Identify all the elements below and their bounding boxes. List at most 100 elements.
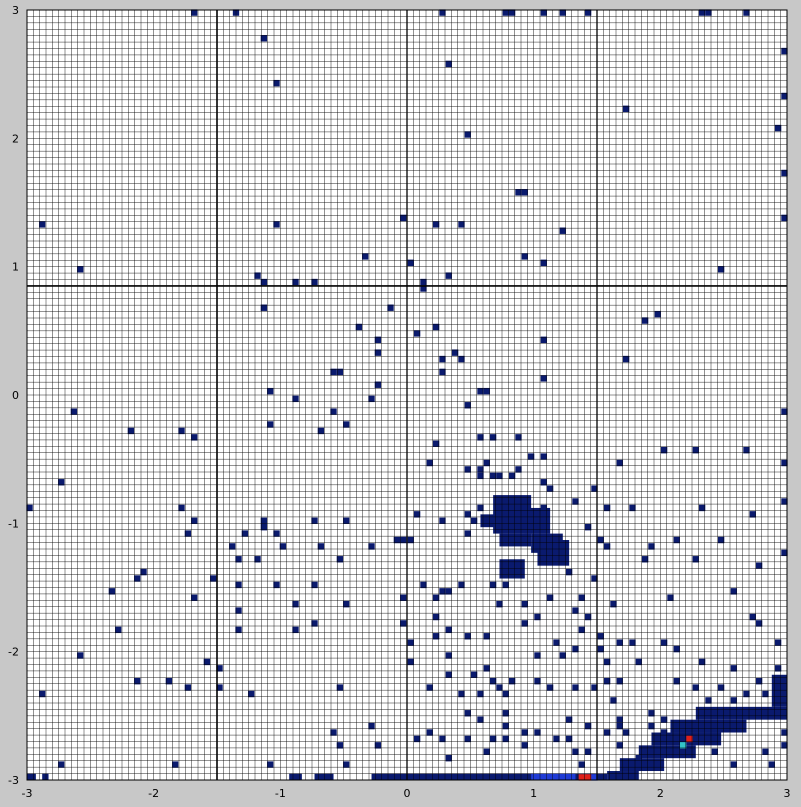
heat-cell [261,279,267,285]
heat-cell [477,434,483,440]
heat-cell [185,530,191,536]
heat-region [289,774,302,780]
heat-cell [368,543,374,549]
heat-cell [585,749,591,755]
heat-cell [465,736,471,742]
heat-cell [235,607,241,613]
heat-cell [330,729,336,735]
heat-cell [541,260,547,266]
heat-cell [642,317,648,323]
heat-cell [693,447,699,453]
heat-cell [433,324,439,330]
heat-cell [534,614,540,620]
heat-cell [458,356,464,362]
heat-cell [484,388,490,394]
heat-cell [311,518,317,524]
heat-cell [58,479,64,485]
heat-cell [693,556,699,562]
heat-cell [178,428,184,434]
heat-cell [617,460,623,466]
heat-cell [337,556,343,562]
heat-cell [337,684,343,690]
heat-cell [775,678,781,684]
heat-cell [648,723,654,729]
heat-cell [446,652,452,658]
heat-cell [337,742,343,748]
heat-cell [128,428,134,434]
heat-cell [522,620,528,626]
heat-cell [400,595,406,601]
heat-cell [617,639,623,645]
heat-cell [572,684,578,690]
heat-cell [629,505,635,511]
heat-cell [273,80,279,86]
heat-cell [134,678,140,684]
heat-cell [566,569,572,575]
heat-cell [394,537,400,543]
x-tick-label: -2 [148,787,159,800]
y-tick-label: 2 [12,132,19,145]
heat-cell [642,556,648,562]
heat-cell [427,460,433,466]
y-tick-label: -3 [8,774,19,787]
heat-region [42,774,48,780]
heat-cell [414,511,420,517]
heat-cell [433,595,439,601]
heat-cell [503,723,509,729]
heat-cell [71,408,77,414]
heat-cell [210,575,216,581]
heat-cell [400,215,406,221]
heat-cell [356,324,362,330]
heat-cell [280,543,286,549]
heat-cell [458,691,464,697]
heat-cell [439,369,445,375]
heat-cell [458,221,464,227]
heat-cell [585,723,591,729]
heat-cell [623,356,629,362]
heat-cell [617,742,623,748]
heat-cell [109,588,115,594]
heat-cell [254,272,260,278]
heat-cell [465,131,471,137]
heat-cell [375,742,381,748]
heat-cell [769,761,775,767]
heat-cell [420,279,426,285]
heat-cell [261,305,267,311]
heat-cell [400,537,406,543]
heat-cell [617,723,623,729]
heat-cell [446,272,452,278]
heat-cell [553,736,559,742]
x-tick-label: -3 [22,787,33,800]
heat-cell [623,729,629,735]
heat-cell [560,652,566,658]
heat-cell [553,639,559,645]
heat-cell [185,684,191,690]
heat-cell [541,479,547,485]
x-tick-label: 0 [404,787,411,800]
heat-cell [433,441,439,447]
heat-cell [343,601,349,607]
heat-cell [330,369,336,375]
heat-cell [572,646,578,652]
heat-cell [465,402,471,408]
heat-region [607,771,639,780]
heat-cell [400,620,406,626]
heat-cell [661,447,667,453]
heat-cell [534,678,540,684]
heat-cell [610,601,616,607]
heat-cell [408,659,414,665]
heat-cell [439,518,445,524]
heat-cell [572,749,578,755]
heat-cell [528,453,534,459]
heat-cell [77,652,83,658]
heat-cell [515,434,521,440]
heat-cell [503,736,509,742]
heat-cell [414,330,420,336]
heat-cell [775,665,781,671]
heat-cell [446,61,452,67]
heat-cell [743,447,749,453]
x-tick-label: 1 [530,787,537,800]
heat-cell [775,639,781,645]
heat-cell [465,466,471,472]
